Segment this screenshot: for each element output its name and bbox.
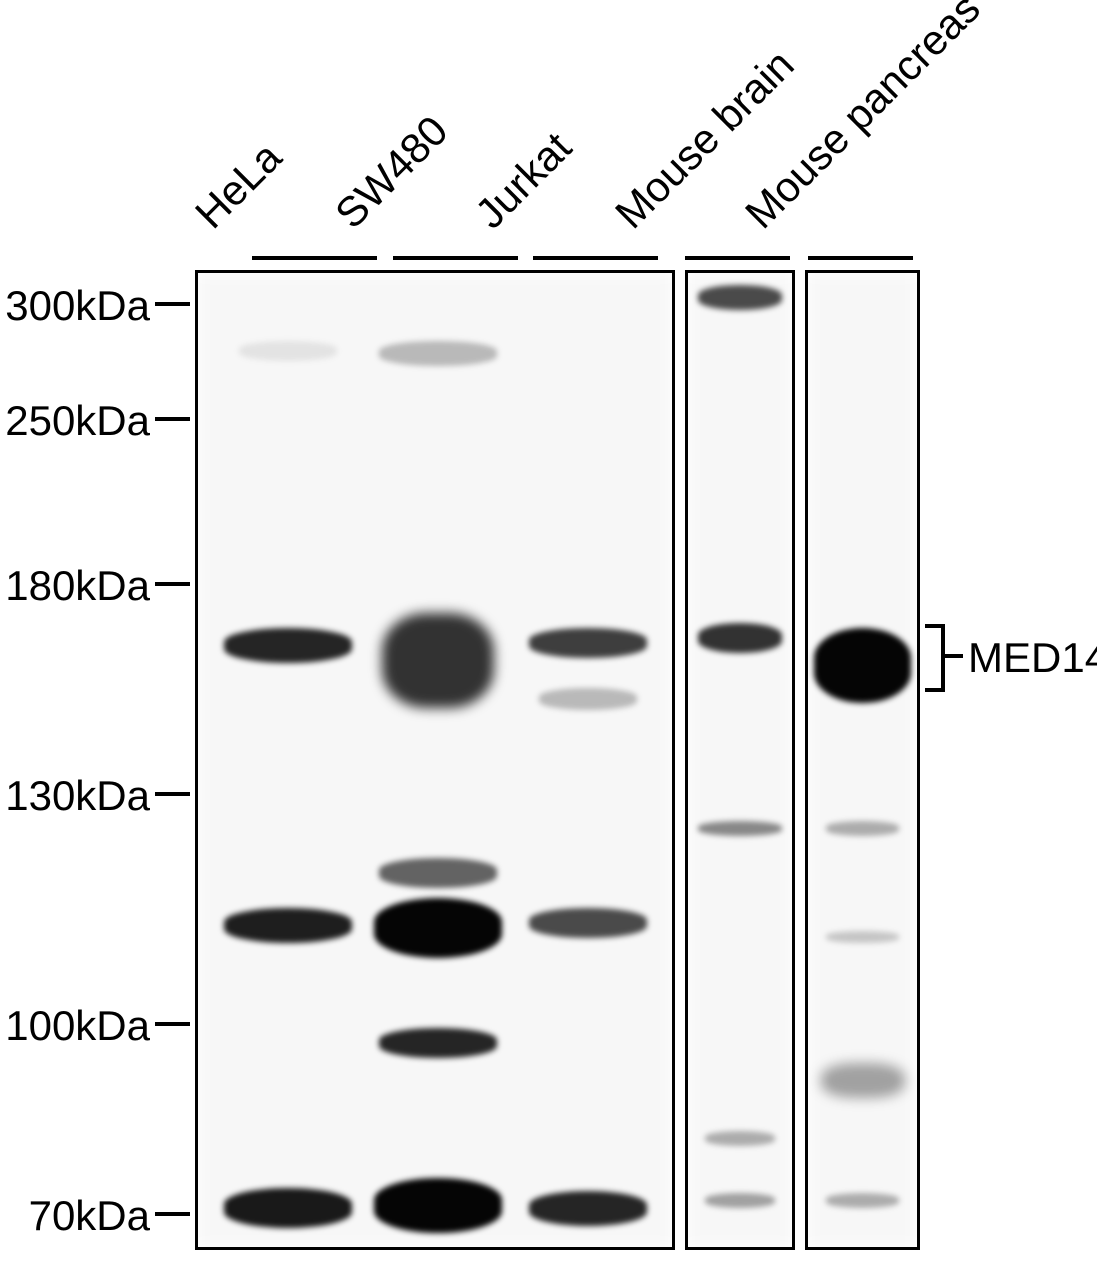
lane-mouse-pancreas bbox=[810, 273, 915, 1247]
lane-mouse-brain bbox=[690, 273, 790, 1247]
mw-marker-100: 100kDa bbox=[0, 1002, 150, 1050]
mw-marker-300: 300kDa bbox=[0, 282, 150, 330]
lane-label-mouse-pancreas: Mouse pancreas bbox=[736, 0, 990, 238]
blot-panel-3 bbox=[805, 270, 920, 1250]
lane-tick bbox=[685, 256, 790, 260]
mw-tick bbox=[155, 417, 190, 421]
lane-tick bbox=[533, 256, 658, 260]
lane-tick bbox=[252, 256, 377, 260]
lane-label-jurkat: Jurkat bbox=[466, 123, 581, 238]
mw-tick bbox=[155, 792, 190, 796]
blot-panel-1 bbox=[195, 270, 675, 1250]
western-blot-figure: HeLa SW480 Jurkat Mouse brain Mouse panc… bbox=[0, 0, 1097, 1280]
lane-jurkat bbox=[518, 273, 658, 1247]
mw-tick bbox=[155, 1022, 190, 1026]
target-bracket-icon bbox=[925, 622, 965, 697]
target-label: MED14 bbox=[968, 634, 1097, 682]
mw-tick bbox=[155, 302, 190, 306]
mw-marker-70: 70kDa bbox=[0, 1192, 150, 1240]
mw-marker-250: 250kDa bbox=[0, 397, 150, 445]
lane-tick bbox=[393, 256, 518, 260]
mw-marker-180: 180kDa bbox=[0, 562, 150, 610]
lane-sw480 bbox=[368, 273, 508, 1247]
blot-panel-2 bbox=[685, 270, 795, 1250]
lane-tick bbox=[808, 256, 913, 260]
mw-marker-130: 130kDa bbox=[0, 772, 150, 820]
lane-label-hela: HeLa bbox=[186, 133, 291, 238]
mw-tick bbox=[155, 582, 190, 586]
lane-label-sw480: SW480 bbox=[326, 107, 457, 238]
mw-tick bbox=[155, 1212, 190, 1216]
lane-hela bbox=[218, 273, 358, 1247]
